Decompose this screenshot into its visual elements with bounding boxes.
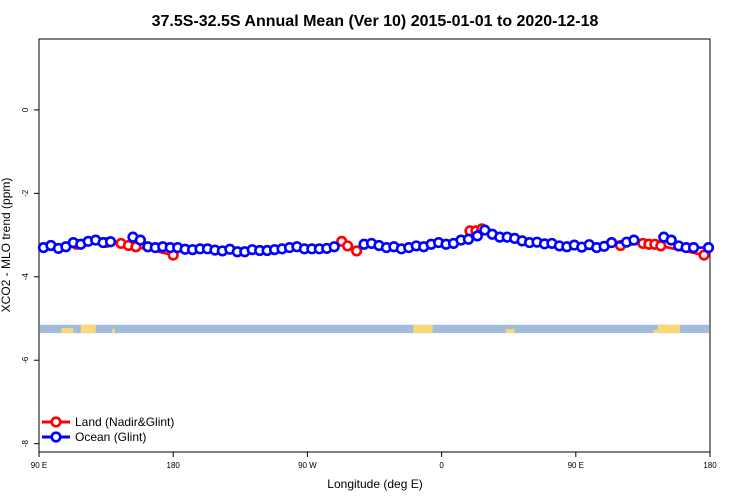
data-point bbox=[471, 230, 483, 242]
x-tick-label: 90 E bbox=[568, 461, 584, 470]
x-tick-label: 0 bbox=[439, 461, 444, 470]
legend: Land (Nadir&Glint) Ocean (Glint) bbox=[42, 415, 174, 444]
data-point bbox=[104, 236, 117, 248]
data-point bbox=[462, 233, 475, 245]
x-tick-label: 180 bbox=[703, 461, 717, 470]
data-point bbox=[605, 236, 618, 249]
map-strip-land bbox=[653, 329, 658, 334]
legend-swatch-ocean-marker bbox=[50, 431, 62, 443]
x-tick-label: 180 bbox=[167, 461, 181, 470]
data-point bbox=[665, 234, 677, 246]
y-tick-label: -4 bbox=[21, 273, 30, 281]
y-tick-label: -6 bbox=[21, 356, 30, 364]
series-1 bbox=[37, 224, 715, 258]
map-strip-land bbox=[80, 324, 96, 334]
x-axis-label: Longitude (deg E) bbox=[327, 477, 422, 491]
legend-label-land: Land (Nadir&Glint) bbox=[75, 415, 174, 429]
data-point bbox=[342, 240, 354, 252]
data-point bbox=[134, 234, 146, 246]
y-tick-label: -8 bbox=[21, 440, 30, 448]
series-layer bbox=[37, 223, 715, 261]
data-point bbox=[351, 245, 363, 257]
x-tick-label: 90 E bbox=[31, 461, 47, 470]
data-point bbox=[702, 241, 715, 254]
legend-label-ocean: Ocean (Glint) bbox=[75, 430, 146, 444]
map-strip-ocean bbox=[40, 324, 709, 334]
map-strip-land bbox=[413, 324, 433, 334]
map-strip bbox=[40, 324, 709, 334]
map-strip-land bbox=[657, 324, 681, 334]
data-point bbox=[655, 240, 667, 252]
y-axis-label: XCO2 - MLO trend (ppm) bbox=[0, 178, 13, 313]
data-point bbox=[628, 234, 640, 246]
map-strip-land bbox=[505, 328, 515, 334]
y-tick-label: 0 bbox=[21, 107, 30, 112]
data-point bbox=[687, 241, 700, 254]
y-tick-label: -2 bbox=[21, 189, 30, 197]
data-point bbox=[328, 241, 340, 253]
x-tick-label: 90 W bbox=[298, 461, 317, 470]
map-strip-land bbox=[61, 328, 74, 334]
map-strip-land bbox=[112, 328, 116, 334]
chart-title: 37.5S-32.5S Annual Mean (Ver 10) 2015-01… bbox=[152, 13, 599, 30]
y-axis: 0 -2 -4 -6 -8 bbox=[21, 107, 39, 447]
legend-swatch-land-marker bbox=[50, 416, 62, 428]
x-axis: 90 E 180 90 W 0 90 E 180 bbox=[31, 452, 717, 470]
